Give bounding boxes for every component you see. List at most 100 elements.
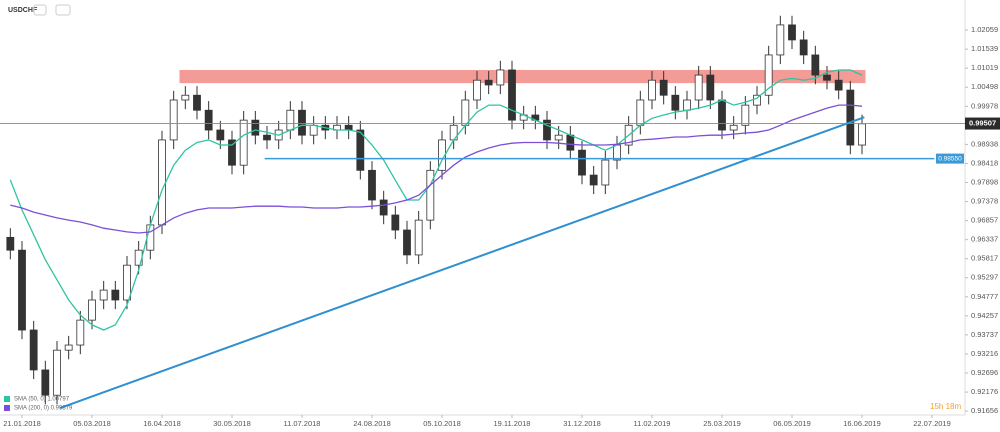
candle-body (286, 109, 295, 131)
x-tick-label: 24.08.2018 (353, 419, 391, 428)
candle-body (473, 79, 481, 101)
y-tick-label: 0.98938 (971, 139, 998, 148)
candle-body (811, 54, 820, 76)
x-tick-label: 21.01.2018 (3, 419, 41, 428)
y-tick-label: 1.01539 (971, 44, 998, 53)
candle-body (484, 79, 493, 86)
y-tick-label: 0.92696 (971, 368, 998, 377)
moving-average-line (9, 69, 863, 331)
candle-body (193, 94, 201, 111)
candle-body (368, 169, 376, 201)
candle-body (578, 149, 586, 176)
candle-body (18, 249, 26, 331)
legend-swatch (4, 405, 10, 411)
trendline (59, 116, 865, 409)
y-tick-label: 0.94257 (971, 311, 998, 320)
candle-body (76, 319, 85, 346)
x-tick-label: 25.03.2019 (703, 419, 741, 428)
countdown: 15h 18m (930, 402, 961, 411)
y-tick-label: 0.93737 (971, 330, 998, 339)
candle-body (298, 109, 306, 136)
candle-body (834, 79, 843, 91)
y-tick-label: 0.92176 (971, 387, 998, 396)
y-tick-label: 0.96857 (971, 216, 998, 225)
chart-title: USDCHF (8, 7, 38, 14)
candle-body (823, 74, 831, 81)
x-tick-label: 30.05.2018 (213, 419, 251, 428)
candle-body (508, 69, 516, 121)
legend-swatch (4, 396, 10, 402)
candle-body (53, 349, 61, 396)
y-tick-label: 0.95297 (971, 273, 998, 282)
candle-body (344, 124, 353, 131)
y-tick-label: 0.95817 (971, 254, 998, 263)
candle-body (111, 289, 120, 301)
candle-body (204, 109, 213, 131)
timeframe-box[interactable] (33, 4, 47, 16)
candle-body (263, 134, 271, 141)
last-price-box (965, 117, 1000, 130)
candle-body (601, 159, 610, 186)
candle-body (29, 329, 38, 371)
y-tick-label: 1.01019 (971, 63, 998, 72)
candle-body (683, 99, 691, 111)
candle-body (589, 174, 598, 186)
candle-body (379, 199, 388, 216)
x-tick-label: 16.04.2018 (143, 419, 181, 428)
candle-body (216, 129, 225, 141)
candle-body (671, 94, 680, 111)
x-tick-label: 06.05.2019 (773, 419, 811, 428)
x-tick-label: 19.11.2018 (494, 419, 531, 428)
candle-body (776, 24, 785, 56)
candle-body (461, 99, 470, 126)
y-tick-label: 1.02059 (971, 25, 998, 34)
candle-body (636, 99, 645, 126)
candle-body (403, 229, 411, 256)
candle-body (554, 134, 563, 141)
last-price-label: 0.99507 (969, 119, 996, 128)
candle-body (846, 89, 855, 146)
candle-body (718, 99, 726, 131)
candle-body (741, 104, 750, 126)
candle-body (251, 119, 260, 136)
x-tick-label: 16.06.2019 (843, 419, 881, 428)
candle-body (426, 169, 435, 221)
candle-body (6, 236, 15, 251)
candle-body (799, 39, 808, 56)
candle-body (706, 74, 715, 101)
candle-body (414, 219, 423, 256)
candle-body (88, 299, 96, 321)
candle-body (169, 99, 178, 141)
resistance-zone (179, 69, 866, 84)
legend-label: SMA (200, 0) 0.99879 (14, 406, 73, 412)
x-tick-label: 05.03.2018 (73, 419, 111, 428)
candle-body (228, 139, 236, 166)
y-tick-label: 0.97898 (971, 177, 998, 186)
y-tick-label: 0.93216 (971, 349, 998, 358)
support-label-box (936, 153, 964, 164)
candle-body (356, 129, 365, 171)
candle-body (613, 144, 621, 161)
y-tick-label: 0.99978 (971, 101, 998, 110)
y-tick-label: 0.94777 (971, 292, 998, 301)
candle-body (659, 79, 668, 96)
candle-body (239, 119, 248, 166)
candle-body (64, 344, 73, 351)
y-tick-label: 0.98418 (971, 158, 998, 167)
candle-body (99, 289, 108, 301)
x-tick-label: 22.07.2019 (913, 419, 951, 428)
x-tick-label: 05.10.2018 (423, 419, 461, 428)
candle-body (566, 134, 575, 151)
y-tick-label: 1.00498 (971, 82, 998, 91)
interval-box[interactable] (55, 4, 71, 16)
y-tick-label: 0.97378 (971, 197, 998, 206)
moving-average-line (10, 104, 863, 234)
y-tick-label: 0.96337 (971, 235, 998, 244)
candle-body (123, 264, 131, 301)
legend-label: SMA (50, 0) 1.00797 (14, 397, 70, 403)
candle-body (181, 94, 190, 101)
x-tick-label: 31.12.2018 (563, 419, 601, 428)
candle-body (543, 119, 551, 141)
candle-body (858, 123, 866, 146)
